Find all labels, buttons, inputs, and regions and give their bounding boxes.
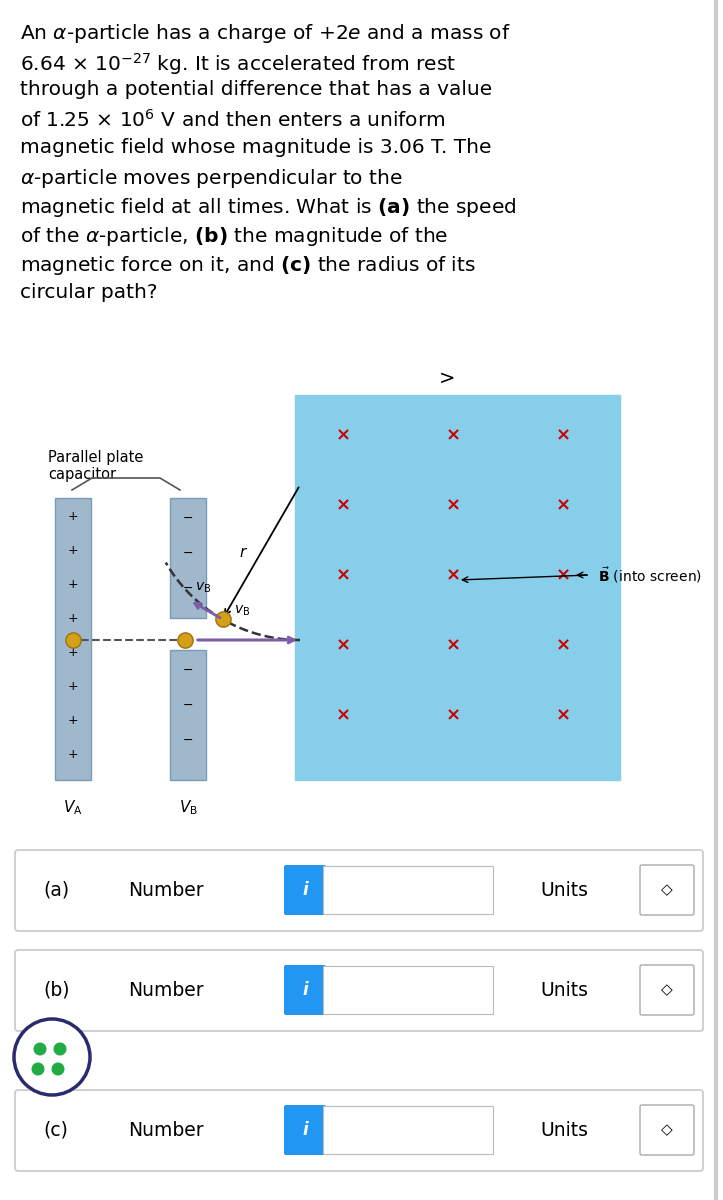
Text: (b): (b) [43,980,69,1000]
Text: ×: × [335,636,351,654]
Circle shape [54,1043,67,1056]
Text: ◇: ◇ [661,983,673,997]
Text: An $\alpha$-particle has a charge of +2$e$ and a mass of: An $\alpha$-particle has a charge of +2$… [20,22,510,44]
Circle shape [51,1062,64,1075]
Text: circular path?: circular path? [20,283,158,302]
Text: through a potential difference that has a value: through a potential difference that has … [20,80,492,98]
Text: i: i [302,1121,308,1139]
Text: +: + [68,612,78,624]
Text: Units: Units [540,1121,588,1140]
FancyBboxPatch shape [323,966,493,1014]
Text: ×: × [555,706,570,724]
Text: +: + [68,748,78,761]
Text: ×: × [445,706,461,724]
Text: ◇: ◇ [661,882,673,898]
Text: i: i [302,982,308,998]
Text: (c): (c) [43,1121,68,1140]
FancyBboxPatch shape [323,866,493,914]
Text: $r$: $r$ [239,545,248,559]
Text: Number: Number [128,980,204,1000]
Text: $\vec{\mathbf{B}}$ (into screen): $\vec{\mathbf{B}}$ (into screen) [598,565,702,584]
FancyBboxPatch shape [640,965,694,1015]
Text: Parallel plate
capacitor: Parallel plate capacitor [48,450,143,482]
Text: ×: × [335,566,351,584]
Text: >: > [439,368,455,388]
Text: $\alpha$-particle moves perpendicular to the: $\alpha$-particle moves perpendicular to… [20,167,403,190]
Text: 6.64 $\times$ 10$^{-27}$ kg. It is accelerated from rest: 6.64 $\times$ 10$^{-27}$ kg. It is accel… [20,50,456,77]
FancyBboxPatch shape [284,865,326,914]
Text: of the $\alpha$-particle, $\mathbf{(b)}$ the magnitude of the: of the $\alpha$-particle, $\mathbf{(b)}$… [20,226,448,248]
Text: ◇: ◇ [661,1122,673,1138]
FancyBboxPatch shape [15,1090,703,1171]
Bar [295,395,620,780]
Text: ×: × [555,496,570,514]
Text: −: − [183,733,193,746]
Bar [170,650,206,780]
FancyBboxPatch shape [640,865,694,914]
Text: ×: × [335,706,351,724]
Text: (a): (a) [43,881,69,900]
Text: ×: × [445,426,461,444]
Text: +: + [68,646,78,659]
FancyBboxPatch shape [15,950,703,1031]
Text: −: − [183,511,193,524]
Text: −: − [183,664,193,677]
Text: ×: × [445,496,461,514]
Text: Number: Number [128,1121,204,1140]
Bar [170,498,206,618]
FancyBboxPatch shape [284,965,326,1015]
Text: ×: × [555,566,570,584]
Text: ×: × [555,426,570,444]
FancyBboxPatch shape [323,1106,493,1154]
Text: ×: × [555,636,570,654]
Bar [55,498,91,780]
FancyBboxPatch shape [15,850,703,931]
Circle shape [14,1019,90,1094]
Text: magnetic field at all times. What is $\mathbf{(a)}$ the speed: magnetic field at all times. What is $\m… [20,196,516,218]
Text: $V_{\rm A}$: $V_{\rm A}$ [63,798,83,817]
FancyBboxPatch shape [284,1105,326,1154]
Text: +: + [68,544,78,557]
Text: i: i [302,881,308,899]
Text: $v_{\rm B}$: $v_{\rm B}$ [234,604,250,618]
Circle shape [32,1062,45,1075]
Text: +: + [68,679,78,692]
Text: ×: × [335,496,351,514]
Text: Units: Units [540,980,588,1000]
Text: −: − [183,582,193,594]
Text: ×: × [445,566,461,584]
Text: $v_{\rm B}$: $v_{\rm B}$ [194,581,211,595]
Text: +: + [68,510,78,522]
Text: ×: × [445,636,461,654]
Text: −: − [183,698,193,712]
FancyBboxPatch shape [640,1105,694,1154]
Text: +: + [68,714,78,726]
Text: +: + [68,577,78,590]
Text: magnetic force on it, and $\mathbf{(c)}$ the radius of its: magnetic force on it, and $\mathbf{(c)}$… [20,254,476,277]
Text: of 1.25 $\times$ 10$^{6}$ V and then enters a uniform: of 1.25 $\times$ 10$^{6}$ V and then ent… [20,109,445,131]
Text: $V_{\rm B}$: $V_{\rm B}$ [179,798,197,817]
Text: Number: Number [128,881,204,900]
Text: magnetic field whose magnitude is 3.06 T. The: magnetic field whose magnitude is 3.06 T… [20,138,492,157]
Text: Units: Units [540,881,588,900]
Text: −: − [183,546,193,559]
Circle shape [33,1043,46,1056]
Text: ×: × [335,426,351,444]
